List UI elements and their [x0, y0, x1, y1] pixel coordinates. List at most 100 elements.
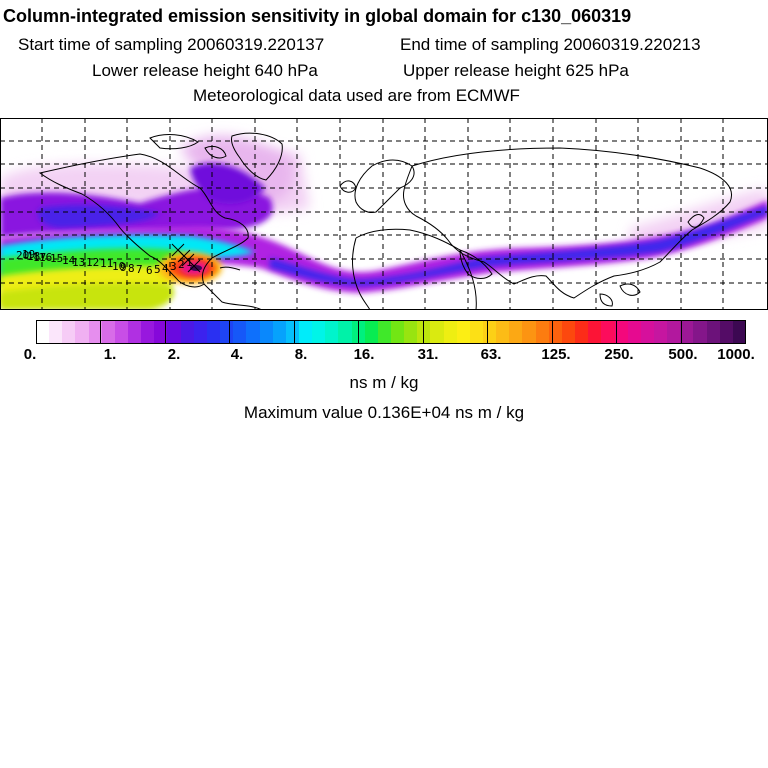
trajectory-label: 19 [22, 248, 35, 261]
colorbar-swatch [194, 320, 208, 344]
colorbar-tick-label: 1000. [717, 346, 755, 363]
colorbar-swatch [575, 320, 589, 344]
colorbar-tick-label: 500. [668, 346, 698, 363]
colorbar-tick-label: 125. [541, 346, 571, 363]
trajectory-label: 11 [100, 257, 113, 270]
trajectory-label: 1 [186, 256, 193, 269]
colorbar-swatch [615, 320, 629, 344]
lower-release-height-text: Lower release height 640 hPa [92, 61, 318, 80]
colorbar-tick-label: 1. [103, 346, 117, 363]
trajectory-label: 12 [86, 256, 99, 269]
colorbar-swatch [115, 320, 129, 344]
colorbar-swatch [404, 320, 418, 344]
trajectory-label: 17 [33, 251, 46, 264]
plot-title: Column-integrated emission sensitivity i… [3, 6, 632, 26]
trajectory-label: 5 [154, 263, 161, 276]
trajectory-label: 9 [120, 261, 127, 274]
colorbar-swatch [233, 320, 247, 344]
colorbar-swatch [391, 320, 405, 344]
upper-release-height-text: Upper release height 625 hPa [403, 61, 629, 80]
colorbar-swatch [325, 320, 339, 344]
colorbar-swatch [733, 320, 747, 344]
trajectory-label: 18 [27, 250, 40, 263]
trajectory-label: 2 [178, 258, 185, 271]
colorbar-swatch [601, 320, 616, 344]
colorbar-swatch [483, 320, 497, 344]
colorbar-swatch [299, 320, 313, 344]
colorbar-swatch [378, 320, 392, 344]
colorbar-swatch [167, 320, 182, 344]
colorbar-swatch [102, 320, 116, 344]
colorbar-swatch [680, 320, 694, 344]
trajectory-label: 8 [128, 262, 135, 275]
colorbar-swatch [562, 320, 576, 344]
emission-sensitivity-map: 20 19 18 17 16 15 14 13 12 11 10 9 8 7 6 5 4 3 2 1 [0, 118, 768, 310]
colorbar-tick-label: 2. [167, 346, 181, 363]
colorbar-tick-label: 4. [230, 346, 244, 363]
colorbar-swatch [430, 320, 445, 344]
colorbar-swatch [365, 320, 379, 344]
colorbar-swatch [36, 320, 50, 344]
colorbar-swatch [549, 320, 563, 344]
colorbar-swatch [496, 320, 510, 344]
trajectory-label: 13 [72, 256, 85, 269]
trajectory-label: 4 [162, 262, 169, 275]
colorbar-swatch [536, 320, 550, 344]
colorbar-swatch [444, 320, 458, 344]
colorbar-swatch [641, 320, 655, 344]
colorbar-tick-label: 0. [23, 346, 37, 363]
colorbar-tick-label: 8. [294, 346, 308, 363]
trajectory-label: 10 [112, 260, 125, 273]
colorbar-swatch [154, 320, 168, 344]
maximum-value-text: Maximum value 0.136E+04 ns m / kg [243, 403, 525, 422]
trajectory-label: 16 [39, 251, 52, 264]
colorbar-swatch [128, 320, 142, 344]
colorbar-tick-label: 63. [480, 346, 502, 363]
colorbar-swatch [181, 320, 195, 344]
colorbar-swatch [720, 320, 734, 344]
colorbar-swatch [457, 320, 471, 344]
met-data-source-text: Meteorological data used are from ECMWF [193, 86, 520, 105]
colorbar-swatch [509, 320, 523, 344]
colorbar [36, 320, 747, 344]
colorbar-swatch [286, 320, 300, 344]
colorbar-swatch [707, 320, 721, 344]
colorbar-swatch [89, 320, 103, 344]
coastlines [38, 132, 732, 310]
colorbar-tick-label: 250. [604, 346, 634, 363]
colorbar-frame [36, 320, 746, 344]
colorbar-swatch [75, 320, 90, 344]
colorbar-swatch [693, 320, 708, 344]
colorbar-swatch [220, 320, 234, 344]
colorbar-swatch [312, 320, 326, 344]
trajectory-label: 6 [146, 264, 153, 277]
trajectory-label: 15 [50, 252, 63, 265]
colorbar-swatch [628, 320, 642, 344]
colorbar-swatch [522, 320, 537, 344]
colorbar-swatch [273, 320, 287, 344]
colorbar-tick-label: 31. [417, 346, 439, 363]
colorbar-swatch [49, 320, 63, 344]
sampling-end-text: End time of sampling 20060319.220213 [400, 35, 701, 54]
colorbar-swatch [588, 320, 602, 344]
graticule [0, 118, 768, 310]
colorbar-swatch [667, 320, 681, 344]
colorbar-swatch [654, 320, 668, 344]
colorbar-swatch [246, 320, 261, 344]
trajectory-label: 7 [136, 263, 143, 276]
colorbar-swatch [62, 320, 76, 344]
colorbar-svg [36, 320, 747, 344]
release-point-markers [171, 243, 201, 273]
trajectory-label: 3 [170, 260, 177, 273]
trajectory-label: 14 [62, 254, 76, 267]
trajectory-label: 20 [16, 249, 29, 262]
colorbar-swatch [207, 320, 221, 344]
colorbar-swatch [470, 320, 484, 344]
colorbar-units: ns m / kg [349, 373, 419, 392]
colorbar-swatch [260, 320, 274, 344]
sampling-start-text: Start time of sampling 20060319.220137 [18, 35, 325, 54]
colorbar-swatch [338, 320, 353, 344]
colorbar-swatch [141, 320, 155, 344]
